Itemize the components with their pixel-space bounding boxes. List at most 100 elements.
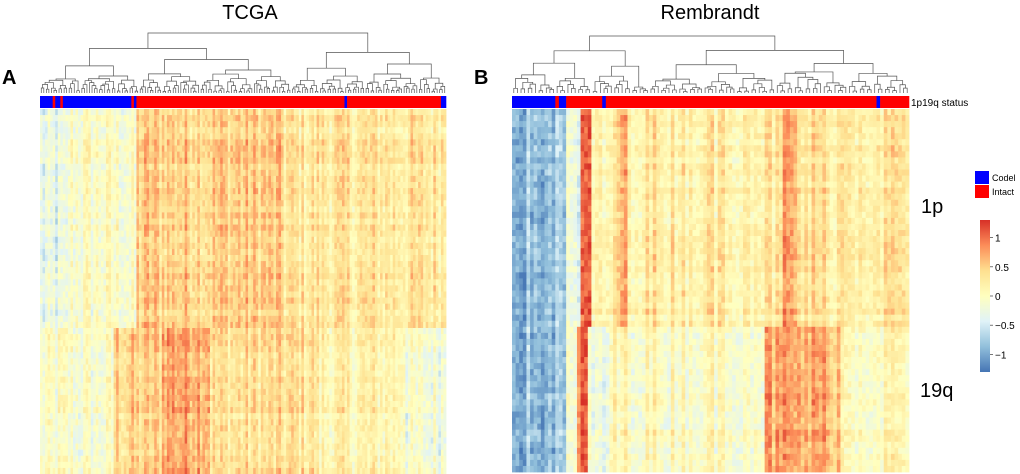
heatmap-cell xyxy=(164,248,168,256)
heatmap-cell xyxy=(52,121,56,128)
heatmap-cell xyxy=(123,163,127,171)
heatmap-cell xyxy=(357,175,361,183)
heatmap-cell xyxy=(232,242,236,250)
heatmap-cell xyxy=(319,188,323,195)
heatmap-cell xyxy=(240,236,244,244)
heatmap-cell xyxy=(418,121,422,128)
heatmap-cell xyxy=(123,224,127,232)
heatmap-cell xyxy=(55,206,59,213)
heatmap-cell xyxy=(72,224,76,232)
heatmap-cell xyxy=(47,224,51,232)
heatmap-cell xyxy=(207,109,211,116)
heatmap-cell xyxy=(301,224,305,232)
heatmap-cell xyxy=(194,273,198,280)
heatmap-cell xyxy=(235,236,239,244)
heatmap-cell xyxy=(438,224,442,232)
heatmap-cell xyxy=(55,230,59,238)
heatmap-cell xyxy=(149,163,153,171)
heatmap-cell xyxy=(275,200,279,207)
dendrogram-branch xyxy=(434,82,444,90)
heatmap-cell xyxy=(161,169,165,177)
heatmap-cell xyxy=(235,212,239,219)
heatmap-cell xyxy=(385,242,389,250)
heatmap-cell xyxy=(288,273,292,280)
heatmap-cell xyxy=(275,151,279,159)
heatmap-cell xyxy=(301,127,305,134)
heatmap-cell xyxy=(387,115,391,122)
heatmap-cell xyxy=(55,200,59,207)
heatmap-cell xyxy=(253,242,257,250)
heatmap-cell xyxy=(311,175,315,183)
heatmap-cell xyxy=(174,115,178,122)
heatmap-cell xyxy=(78,279,81,286)
heatmap-cell xyxy=(354,133,358,140)
heatmap-cell xyxy=(281,121,284,128)
heatmap-cell xyxy=(47,115,51,122)
heatmap-cell xyxy=(296,248,300,256)
heatmap-cell xyxy=(339,115,343,122)
heatmap-cell xyxy=(248,157,252,165)
heatmap-cell xyxy=(202,121,206,128)
heatmap-cell xyxy=(428,169,432,177)
heatmap-cell xyxy=(392,133,396,140)
heatmap-cell xyxy=(397,242,401,250)
heatmap-cell xyxy=(400,194,404,201)
heatmap-cell xyxy=(70,206,74,213)
heatmap-cell xyxy=(144,169,147,177)
heatmap-cell xyxy=(377,139,381,146)
heatmap-cell xyxy=(105,109,109,116)
heatmap-cell xyxy=(128,145,132,152)
heatmap-cell xyxy=(415,151,419,159)
heatmap-cell xyxy=(222,169,226,177)
heatmap-cell xyxy=(440,121,444,128)
heatmap-cell xyxy=(438,242,442,250)
heatmap-cell xyxy=(80,255,84,262)
heatmap-cell xyxy=(377,194,381,201)
heatmap-cell xyxy=(169,206,173,213)
heatmap-cell xyxy=(131,285,135,292)
heatmap-cell xyxy=(83,188,87,195)
heatmap-cell xyxy=(111,115,114,122)
heatmap-cell xyxy=(306,267,310,274)
heatmap-cell xyxy=(159,236,163,244)
heatmap-cell xyxy=(364,230,368,238)
heatmap-cell xyxy=(423,255,427,262)
heatmap-cell xyxy=(397,127,401,134)
heatmap-cell xyxy=(111,255,114,262)
heatmap-cell xyxy=(402,194,406,201)
heatmap-cell xyxy=(270,273,274,280)
heatmap-cell xyxy=(329,273,333,280)
heatmap-cell xyxy=(227,139,231,146)
heatmap-cell xyxy=(430,218,434,225)
heatmap-cell xyxy=(392,175,396,183)
heatmap-cell xyxy=(245,261,249,268)
heatmap-cell xyxy=(397,218,401,225)
heatmap-cell xyxy=(291,285,295,292)
heatmap-cell xyxy=(308,230,312,238)
heatmap-cell xyxy=(433,230,437,238)
heatmap-cell xyxy=(141,230,145,238)
heatmap-cell xyxy=(235,157,239,165)
heatmap-cell xyxy=(278,121,282,128)
heatmap-cell xyxy=(159,224,163,232)
heatmap-cell xyxy=(171,236,175,244)
heatmap-cell xyxy=(359,279,363,286)
heatmap-cell xyxy=(435,273,439,280)
heatmap-cell xyxy=(397,182,401,189)
heatmap-cell xyxy=(98,224,102,232)
heatmap-cell xyxy=(283,200,287,207)
heatmap-cell xyxy=(440,224,444,232)
heatmap-cell xyxy=(131,242,135,250)
heatmap-cell xyxy=(326,145,330,152)
heatmap-cell xyxy=(225,242,229,250)
heatmap-cell xyxy=(336,121,340,128)
dendrogram-branch xyxy=(340,91,344,93)
heatmap-cell xyxy=(374,175,378,183)
heatmap-cell xyxy=(113,139,117,146)
heatmap-cell xyxy=(93,291,97,298)
heatmap-cell xyxy=(217,151,221,159)
heatmap-cell xyxy=(123,194,127,201)
heatmap-cell xyxy=(291,200,295,207)
heatmap-cell xyxy=(314,175,317,183)
heatmap-cell xyxy=(423,224,427,232)
